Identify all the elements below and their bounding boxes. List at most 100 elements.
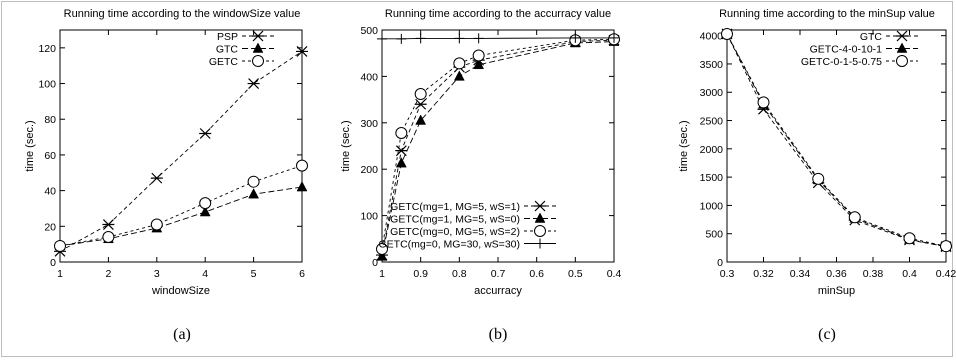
- y-tick-label: 1000: [700, 200, 724, 212]
- x-tick-label: 0.5: [568, 268, 583, 280]
- data-point: [199, 205, 211, 217]
- chart-title: Running time according to the minSup val…: [719, 8, 935, 20]
- legend-label: GETC(mg=0, MG=30, wS=30): [378, 239, 520, 251]
- chart-title: Running time according to the accurracy …: [385, 8, 611, 20]
- legend-label: GETC(mg=1, MG=5, wS=0): [390, 214, 520, 226]
- x-tick-label: 0.36: [826, 268, 847, 280]
- x-tick-label: 2: [105, 268, 111, 280]
- y-tick-label: 300: [360, 118, 378, 130]
- y-tick-label: 4000: [700, 31, 724, 43]
- x-tick-label: 0.8: [452, 268, 467, 280]
- x-tick-label: 0.32: [753, 268, 774, 280]
- y-tick-label: 2000: [700, 144, 724, 156]
- chart-panel-3: Running time according to the minSup val…: [678, 8, 956, 343]
- x-tick-label: 1: [57, 268, 63, 280]
- y-tick-label: 120: [38, 43, 56, 55]
- x-tick-label: 0.9: [413, 268, 428, 280]
- data-point: [473, 58, 485, 70]
- x-tick-label: 0.4: [902, 268, 917, 280]
- data-point: [296, 181, 308, 192]
- panel-sublabel: (b): [489, 326, 508, 343]
- series-circle: [54, 159, 308, 252]
- data-point: [570, 32, 581, 43]
- data-point: [472, 49, 485, 62]
- data-point: [395, 145, 408, 157]
- x-tick-label: 0.7: [491, 268, 506, 280]
- y-axis-label: time (sec.): [340, 120, 352, 171]
- legend-marker: [252, 30, 264, 42]
- data-point: [102, 219, 115, 230]
- legend-marker: [534, 212, 546, 223]
- y-tick-label: 0: [50, 257, 56, 269]
- data-point: [812, 172, 825, 185]
- data-point: [454, 33, 465, 44]
- series-line: [726, 33, 947, 248]
- panel-sublabel: (c): [818, 326, 836, 343]
- chart-title: Running time according to the windowSize…: [64, 8, 301, 20]
- y-tick-label: 2500: [700, 116, 724, 128]
- series-line: [726, 33, 947, 247]
- data-point: [453, 70, 465, 81]
- series-triangle: [54, 181, 308, 251]
- legend-label: GETC(mg=0, MG=5, wS=2): [390, 226, 520, 238]
- legend-marker: [252, 55, 264, 67]
- y-tick-label: 1500: [700, 172, 724, 184]
- legend-label: GETC(mg=1, MG=5, wS=1): [390, 201, 520, 213]
- x-tick-label: 0.3: [720, 268, 735, 280]
- data-point: [395, 127, 408, 140]
- legend-label: PSP: [217, 31, 238, 43]
- series-star: [54, 45, 308, 257]
- y-tick-label: 0: [717, 257, 723, 269]
- data-point: [414, 98, 427, 110]
- legend-marker: [534, 200, 546, 212]
- x-tick-label: 4: [202, 268, 208, 280]
- data-point: [396, 33, 407, 44]
- series-line: [59, 186, 303, 247]
- data-point: [376, 250, 388, 261]
- data-point: [150, 172, 163, 184]
- legend-marker: [535, 238, 545, 249]
- legend: GETC(mg=1, MG=5, wS=1)GETC(mg=1, MG=5, w…: [378, 200, 556, 251]
- x-tick-label: 0.4: [607, 268, 622, 280]
- x-tick-label: 3: [154, 268, 160, 280]
- x-tick-label: 6: [299, 268, 305, 280]
- data-point: [415, 33, 426, 44]
- legend-marker: [534, 225, 546, 237]
- x-tick-label: 1: [379, 268, 385, 280]
- data-point: [609, 32, 619, 43]
- data-point: [199, 128, 212, 139]
- legend-marker: [896, 55, 908, 67]
- y-tick-label: 200: [360, 164, 378, 176]
- y-tick-label: 20: [44, 221, 56, 233]
- legend-label: GETC-0-1-5-0.75: [801, 56, 882, 68]
- data-point: [199, 197, 212, 210]
- legend-marker: [896, 42, 908, 53]
- y-tick-label: 60: [44, 150, 56, 162]
- data-point: [940, 240, 952, 253]
- x-tick-label: 0.42: [936, 268, 956, 280]
- x-axis-label: minSup: [818, 285, 855, 297]
- plot-area: [59, 29, 303, 263]
- y-tick-label: 0: [372, 257, 378, 269]
- data-point: [415, 114, 427, 125]
- data-point: [848, 211, 861, 224]
- y-tick-label: 500: [360, 25, 378, 37]
- series-plus: [377, 32, 619, 44]
- y-tick-label: 80: [44, 114, 56, 126]
- legend-label: GTC: [860, 31, 883, 43]
- data-point: [296, 45, 308, 57]
- series-line: [59, 165, 303, 247]
- legend-label: GTC: [216, 44, 239, 56]
- data-point: [150, 218, 163, 231]
- y-tick-label: 3000: [700, 87, 724, 99]
- data-point: [247, 78, 260, 89]
- y-tick-label: 100: [38, 79, 56, 91]
- y-tick-label: 400: [360, 71, 378, 83]
- chart-panel-1: Running time according to the windowSize…: [24, 8, 308, 343]
- data-point: [473, 33, 484, 44]
- y-tick-label: 100: [360, 211, 378, 223]
- x-tick-label: 0.34: [790, 268, 811, 280]
